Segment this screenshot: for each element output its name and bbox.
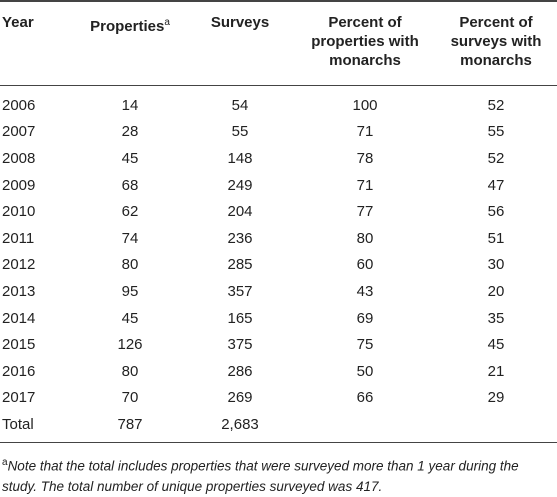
table-row: 2006 14 54 100 52 xyxy=(0,86,557,119)
value-cell: 357 xyxy=(227,282,253,300)
table-row: 2016 80 286 50 21 xyxy=(0,358,557,385)
value-cell: 95 xyxy=(121,282,139,300)
value-cell: 148 xyxy=(227,149,253,167)
value-cell: 249 xyxy=(227,176,253,194)
value-cell: 28 xyxy=(121,123,139,141)
value-cell: 14 xyxy=(121,96,139,114)
value-cell: 45 xyxy=(487,336,505,354)
year-cell: 2012 xyxy=(2,256,36,274)
value-cell: 80 xyxy=(121,362,139,380)
value-cell: 43 xyxy=(356,282,374,300)
value-cell: 285 xyxy=(227,256,253,274)
value-cell: 69 xyxy=(356,309,374,327)
column-header: Year xyxy=(0,0,75,86)
footnote: aNote that the total includes properties… xyxy=(0,452,557,497)
value-cell: 75 xyxy=(356,336,374,354)
year-cell: 2014 xyxy=(2,309,36,327)
empty-cell xyxy=(435,411,557,443)
value-cell: 45 xyxy=(121,309,139,327)
year-cell: 2011 xyxy=(2,229,35,247)
value-cell: 47 xyxy=(487,176,505,194)
table-row: 2015 126 375 75 45 xyxy=(0,331,557,358)
value-cell: 60 xyxy=(356,256,374,274)
table-row: 2011 74 236 80 51 xyxy=(0,225,557,252)
footnote-text: Note that the total includes properties … xyxy=(2,458,519,495)
table-row: 2012 80 285 60 30 xyxy=(0,252,557,279)
year-cell: 2017 xyxy=(2,389,36,407)
value-cell: 21 xyxy=(487,362,505,380)
value-cell: 286 xyxy=(227,362,253,380)
value-cell: 29 xyxy=(487,389,505,407)
empty-cell xyxy=(295,411,435,443)
year-cell: 2016 xyxy=(2,362,36,380)
year-cell: 2013 xyxy=(2,282,36,300)
table-row: 2017 70 269 66 29 xyxy=(0,385,557,412)
value-cell: 20 xyxy=(487,282,505,300)
value-cell: 78 xyxy=(356,149,374,167)
table-body: 2006 14 54 100 52 2007 28 55 71 55 2008 45 148 78 52 20… xyxy=(0,86,557,443)
value-cell: 62 xyxy=(121,203,139,221)
value-cell: 71 xyxy=(356,176,374,194)
value-cell: 52 xyxy=(487,149,505,167)
value-cell: 45 xyxy=(121,149,139,167)
value-cell: 30 xyxy=(487,256,505,274)
column-header-text: Percent of surveys with monarchs xyxy=(450,14,542,69)
column-header-text: Properties xyxy=(90,18,165,35)
total-cell: 2,683 xyxy=(185,411,295,443)
table-row: 2014 45 165 69 35 xyxy=(0,305,557,332)
value-cell: 70 xyxy=(121,389,139,407)
table-row: 2007 28 55 71 55 xyxy=(0,119,557,146)
value-cell: 236 xyxy=(227,229,253,247)
year-cell: 2009 xyxy=(2,176,36,194)
table-row: 2010 62 204 77 56 xyxy=(0,198,557,225)
total-label: Total xyxy=(0,411,75,443)
value-cell: 55 xyxy=(487,123,505,141)
year-cell: 2007 xyxy=(2,123,36,141)
value-cell: 74 xyxy=(121,229,139,247)
table-header: Year Propertiesa Surveys Percent of propert… xyxy=(0,0,557,86)
header-row: Year Propertiesa Surveys Percent of propert… xyxy=(0,0,557,86)
value-cell: 35 xyxy=(487,309,505,327)
value-cell: 54 xyxy=(231,96,249,114)
column-header-text: Surveys xyxy=(210,14,270,31)
value-cell: 66 xyxy=(356,389,374,407)
column-header-text: Percent of properties with monarchs xyxy=(311,14,419,69)
value-cell: 126 xyxy=(117,336,143,354)
table-row: 2009 68 249 71 47 xyxy=(0,172,557,199)
table-row: 2008 45 148 78 52 xyxy=(0,145,557,172)
total-cell: 787 xyxy=(75,411,185,443)
value-cell: 269 xyxy=(227,389,253,407)
column-header: Propertiesa xyxy=(75,0,185,86)
value-cell: 68 xyxy=(121,176,139,194)
column-header: Percent of properties with monarchs xyxy=(295,0,435,86)
value-cell: 165 xyxy=(227,309,253,327)
column-header-text: Year xyxy=(2,14,34,31)
column-note-marker: a xyxy=(164,17,170,28)
value-cell: 51 xyxy=(487,229,505,247)
value-cell: 50 xyxy=(356,362,374,380)
value-cell: 80 xyxy=(356,229,374,247)
column-header: Surveys xyxy=(185,0,295,86)
value-cell: 375 xyxy=(227,336,253,354)
value-cell: 56 xyxy=(487,203,505,221)
column-header: Percent of surveys with monarchs xyxy=(435,0,557,86)
value-cell: 55 xyxy=(231,123,249,141)
value-cell: 77 xyxy=(356,203,374,221)
total-row: Total 787 2,683 xyxy=(0,411,557,443)
value-cell: 100 xyxy=(352,96,378,114)
year-cell: 2006 xyxy=(2,96,36,114)
year-cell: 2015 xyxy=(2,336,36,354)
footnote-marker: a xyxy=(2,456,8,468)
value-cell: 204 xyxy=(227,203,253,221)
value-cell: 52 xyxy=(487,96,505,114)
year-cell: 2010 xyxy=(2,203,36,221)
table-row: 2013 95 357 43 20 xyxy=(0,278,557,305)
value-cell: 80 xyxy=(121,256,139,274)
data-table: Year Propertiesa Surveys Percent of propert… xyxy=(0,0,557,443)
value-cell: 71 xyxy=(356,123,374,141)
year-cell: 2008 xyxy=(2,149,36,167)
